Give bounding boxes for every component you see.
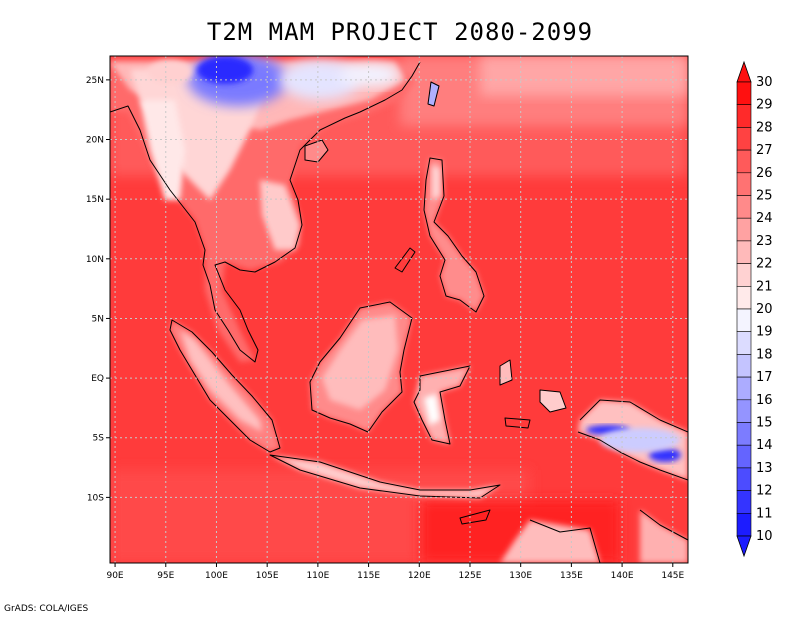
colorbar-swatch-17 bbox=[736, 467, 752, 491]
colorbar-label: 27 bbox=[756, 143, 773, 158]
coastlines bbox=[110, 61, 688, 563]
colorbar-label: 28 bbox=[756, 120, 773, 135]
colorbar-label: 22 bbox=[756, 257, 773, 272]
lon-tick-label: 140E bbox=[611, 571, 634, 581]
colorbar: 30 29 28 27 26 25 24 23 22 21 20 19 18 17 16 15 14 13 12 11… bbox=[736, 60, 773, 558]
colorbar-label: 30 bbox=[756, 75, 773, 90]
colorbar-swatch-7 bbox=[736, 240, 752, 264]
colorbar-swatch-5 bbox=[736, 195, 752, 219]
lat-tick-label: 5S bbox=[93, 434, 105, 444]
lat-tick-label: 5N bbox=[92, 314, 104, 324]
colorbar-swatch-14 bbox=[736, 399, 752, 423]
plot-frame bbox=[109, 55, 689, 564]
colorbar-label: 13 bbox=[756, 461, 773, 476]
lon-tick-label: 125E bbox=[459, 571, 482, 581]
lon-tick-label: 135E bbox=[560, 571, 583, 581]
colorbar-swatch-10 bbox=[736, 308, 752, 333]
colorbar-swatch-13 bbox=[736, 376, 752, 401]
colorbar-swatch-15 bbox=[736, 422, 752, 446]
latitude-axis: 25N 20N 15N 10N 5N EQ 5S 10S bbox=[86, 76, 110, 503]
colorbar-label: 18 bbox=[756, 347, 773, 362]
colorbar-swatch-19 bbox=[736, 512, 752, 537]
lat-tick-label: 15N bbox=[86, 195, 104, 205]
colorbar-swatch-16 bbox=[736, 444, 752, 469]
colorbar-swatch-9 bbox=[736, 285, 752, 310]
lat-tick-label: 25N bbox=[86, 76, 104, 86]
colorbar-label: 16 bbox=[756, 393, 773, 408]
colorbar-label: 14 bbox=[756, 438, 773, 453]
colorbar-label: 11 bbox=[756, 506, 773, 521]
colorbar-top-arrow bbox=[736, 60, 752, 83]
colorbar-swatch-6 bbox=[736, 217, 752, 242]
lon-tick-label: 120E bbox=[408, 571, 431, 581]
colorbar-label: 19 bbox=[756, 325, 773, 340]
lat-tick-label: EQ bbox=[91, 374, 104, 384]
colorbar-bottom-arrow bbox=[736, 535, 752, 558]
colorbar-label: 23 bbox=[756, 234, 773, 249]
colorbar-label: 24 bbox=[756, 211, 773, 226]
colorbar-label: 10 bbox=[756, 529, 773, 544]
colorbar-label: 25 bbox=[756, 189, 773, 204]
colorbar-label: 20 bbox=[756, 302, 773, 317]
colorbar-swatch-12 bbox=[736, 354, 752, 378]
lon-tick-label: 105E bbox=[256, 571, 279, 581]
colorbar-swatch-4 bbox=[736, 172, 752, 196]
colorbar-swatch-0 bbox=[736, 81, 752, 106]
lon-tick-label: 145E bbox=[661, 571, 684, 581]
temperature-field bbox=[110, 56, 688, 563]
graticule bbox=[110, 56, 688, 563]
lon-tick-label: 100E bbox=[205, 571, 228, 581]
colorbar-label: 12 bbox=[756, 484, 773, 499]
colorbar-label: 21 bbox=[756, 279, 773, 294]
lat-tick-label: 10S bbox=[87, 493, 104, 503]
lon-tick-label: 90E bbox=[106, 571, 123, 581]
colorbar-swatch-18 bbox=[736, 490, 752, 514]
lat-tick-label: 20N bbox=[86, 136, 104, 146]
colorbar-label: 29 bbox=[756, 98, 773, 113]
colorbar-label: 17 bbox=[756, 370, 773, 385]
grads-credit: GrADS: COLA/IGES bbox=[4, 604, 89, 614]
lat-tick-label: 10N bbox=[86, 255, 104, 265]
lon-tick-label: 95E bbox=[157, 571, 174, 581]
lon-tick-label: 110E bbox=[306, 571, 329, 581]
colorbar-label: 26 bbox=[756, 166, 773, 181]
colorbar-label: 15 bbox=[756, 416, 773, 431]
colorbar-swatch-3 bbox=[736, 149, 752, 174]
lon-tick-label: 115E bbox=[357, 571, 380, 581]
map-title: T2M MAM PROJECT 2080-2099 bbox=[206, 18, 594, 46]
colorbar-swatch-2 bbox=[736, 127, 752, 151]
colorbar-swatch-11 bbox=[736, 331, 752, 355]
longitude-axis: 90E 95E 100E 105E 110E 115E 120E 125E 130E 135E 14… bbox=[106, 563, 685, 581]
lon-tick-label: 130E bbox=[509, 571, 532, 581]
colorbar-swatch-8 bbox=[736, 263, 752, 287]
colorbar-swatch-1 bbox=[736, 104, 752, 128]
